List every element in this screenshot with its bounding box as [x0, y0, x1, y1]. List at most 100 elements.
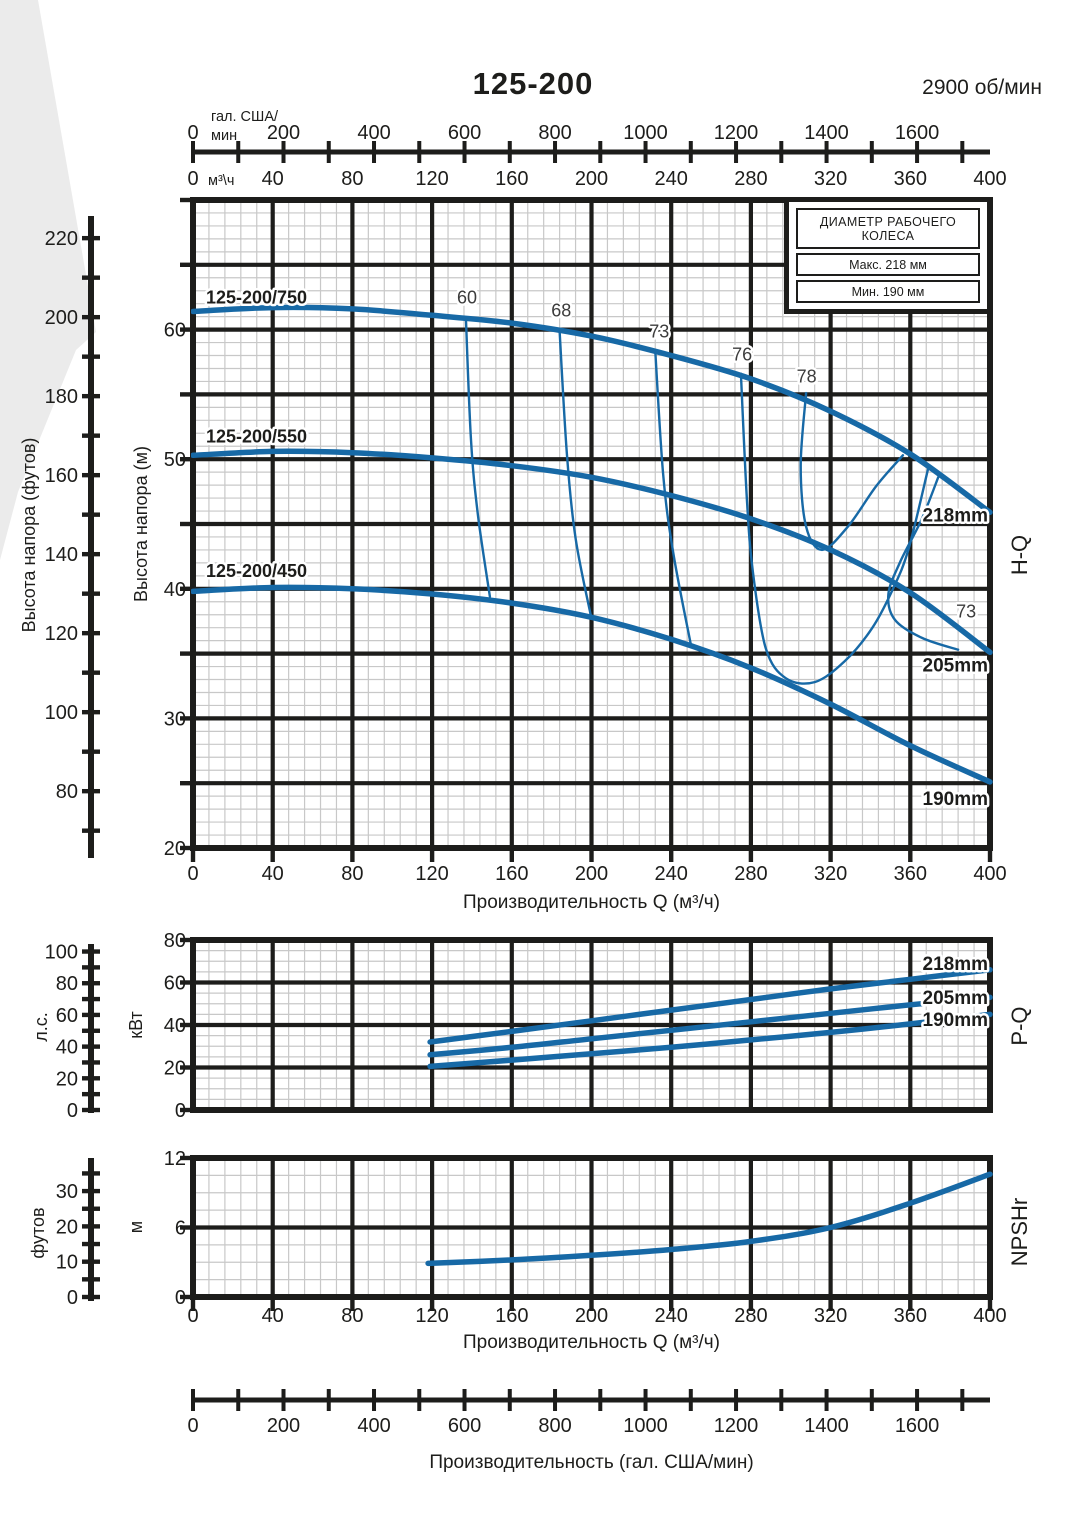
efficiency-label-73-5: 73	[956, 601, 976, 621]
pq-outer-label: 60	[56, 1005, 78, 1027]
hq-outer-label: 100	[45, 702, 78, 724]
efficiency-curve-78-4	[799, 391, 905, 552]
hq-x-label: 240	[655, 863, 688, 885]
hq-curve-205mm	[191, 448, 993, 656]
hq-diameter-label-205mm: 205mm	[923, 656, 989, 677]
npsh-outer-title: футов	[28, 1207, 48, 1258]
efficiency-label-68-1: 68	[551, 301, 571, 321]
hq-curves	[191, 304, 993, 785]
pq-outer-title: л.с.	[31, 1012, 51, 1042]
page-corner-artifact	[0, 0, 96, 560]
pq-outer-label: 100	[45, 942, 78, 964]
gpm-axis-bottom-label: 400	[357, 1415, 390, 1437]
m3h-axis-top: 0 м³\ч 40 80 120 160 200 240 280 320 360 400	[187, 168, 1006, 190]
gpm-axis-top-label: 600	[448, 122, 481, 144]
gpm-axis-top-label: 1600	[895, 122, 940, 144]
pq-diameter-label-205mm: 205mm	[923, 988, 989, 1009]
npsh-x-label: 200	[575, 1305, 608, 1327]
pq-y-label: 0	[175, 1100, 186, 1122]
hq-x-label: 80	[341, 863, 363, 885]
pq-curve-218mm	[427, 967, 993, 1045]
npsh-y-label: 6	[175, 1218, 186, 1240]
npsh-x-label: 120	[415, 1305, 448, 1327]
hq-x-label: 320	[814, 863, 847, 885]
efficiency-label-76-3: 76	[732, 345, 752, 365]
npsh-outer-label: 10	[56, 1252, 78, 1274]
npsh-curves	[425, 1171, 993, 1267]
gpm-unit-line2: мин	[211, 128, 237, 144]
pq-side-label: P-Q	[1007, 1006, 1032, 1045]
hq-y-label: 30	[164, 708, 186, 730]
hq-y-label: 20	[164, 838, 186, 860]
m3h-label: 40	[262, 168, 284, 190]
efficiency-curve-60-0	[464, 319, 492, 598]
npsh-x-label: 240	[655, 1305, 688, 1327]
npsh-x-label: 320	[814, 1305, 847, 1327]
hq-x-title: Производительность Q (м³/ч)	[463, 892, 720, 913]
npsh-x-label: 360	[894, 1305, 927, 1327]
hq-plot: 20 30 40 50 60 Высота напора (м) 80 100 120 140 16…	[19, 197, 1032, 913]
legend-min-diameter: Мин. 190 мм	[796, 280, 980, 303]
hq-outer-label: 160	[45, 465, 78, 487]
gpm-axis-title: Производительность (гал. США/мин)	[429, 1452, 753, 1473]
hq-x-label: 160	[495, 863, 528, 885]
npsh-x-label: 400	[973, 1305, 1006, 1327]
hq-curve-190mm	[191, 584, 993, 785]
pq-y-label: 60	[164, 973, 186, 995]
pq-curves	[427, 967, 993, 1070]
hq-outer-title: Высота напора (футов)	[19, 438, 39, 633]
efficiency-label-73-2: 73	[649, 321, 669, 341]
gpm-unit-line1: гал. США/	[211, 109, 279, 125]
gpm-axis-bottom-label: 800	[538, 1415, 571, 1437]
npsh-x-label: 0	[187, 1305, 198, 1327]
curve-designation-205mm: 125-200/550	[206, 426, 307, 446]
hq-x-label: 120	[415, 863, 448, 885]
m3h-zero-label: 0	[187, 168, 198, 190]
npsh-y-label: 12	[164, 1148, 186, 1170]
pq-curve-205mm	[427, 994, 993, 1058]
hq-x-label: 200	[575, 863, 608, 885]
m3h-unit: м³\ч	[208, 173, 234, 189]
m3h-label: 120	[415, 168, 448, 190]
pq-curve-190mm	[427, 1011, 993, 1070]
npsh-y-title: м	[126, 1221, 146, 1233]
hq-x-label: 0	[187, 863, 198, 885]
hq-x-label: 280	[734, 863, 767, 885]
pq-y-label: 40	[164, 1015, 186, 1037]
hq-x-label: 400	[973, 863, 1006, 885]
pq-outer-label: 0	[67, 1100, 78, 1122]
npsh-outer-label: 30	[56, 1181, 78, 1203]
pq-plot: 0 20 40 60 80 кВт 0 20 40 60 80 100 л.с. P-Q 218mm 205m…	[31, 930, 1032, 1122]
npsh-side-label: NPSHr	[1007, 1198, 1032, 1266]
pq-y-label: 80	[164, 930, 186, 952]
npsh-x-title: Производительность Q (м³/ч)	[463, 1332, 720, 1353]
npsh-plot: 0 6 12 м 0 10 20 30 футов NPSHr 0 40 80 120 160 200 240 2…	[28, 1148, 1032, 1353]
legend-header: ДИАМЕТР РАБОЧЕГО КОЛЕСА	[796, 208, 980, 249]
npsh-outer-scale: 0 10 20 30 футов	[28, 1158, 100, 1309]
legend-max-diameter: Макс. 218 мм	[796, 253, 980, 276]
m3h-label: 360	[894, 168, 927, 190]
hq-outer-label: 180	[45, 386, 78, 408]
gpm-axis-bottom-label: 1600	[895, 1415, 940, 1437]
npsh-x-label: 80	[341, 1305, 363, 1327]
gpm-axis-top-label: 1000	[623, 122, 668, 144]
npsh-outer-label: 20	[56, 1216, 78, 1238]
hq-major-grid	[193, 200, 990, 848]
efficiency-label-60-0: 60	[457, 288, 477, 308]
pq-outer-scale: 0 20 40 60 80 100 л.с.	[31, 942, 100, 1122]
hq-diameter-label-190mm: 190mm	[923, 789, 989, 810]
hq-x-label: 360	[894, 863, 927, 885]
m3h-label: 200	[575, 168, 608, 190]
pq-major-grid	[193, 940, 990, 1110]
m3h-label: 280	[734, 168, 767, 190]
gpm-axis-top-label: 0	[187, 122, 198, 144]
efficiency-label-78-4: 78	[797, 367, 817, 387]
gpm-axis-bottom-label: 0	[187, 1415, 198, 1437]
npsh-x-label: 280	[734, 1305, 767, 1327]
gpm-axis-bottom-label: 1400	[804, 1415, 849, 1437]
hq-diameter-label-218mm: 218mm	[923, 505, 989, 526]
npshr-curve	[425, 1171, 993, 1267]
gpm-axis-bottom-label: 200	[267, 1415, 300, 1437]
hq-y-label: 60	[164, 320, 186, 342]
